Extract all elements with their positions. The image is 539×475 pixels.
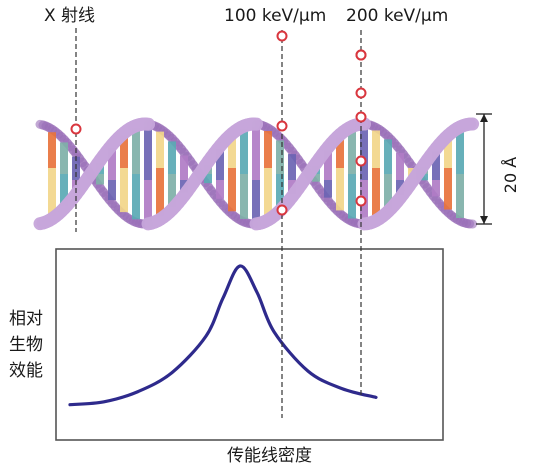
base-pair-left [384,139,392,174]
base-pair-right [96,174,104,185]
let-200-event-marker [355,111,367,123]
rbe-curve-line [68,264,378,407]
base-pair-right [264,168,272,217]
base-pair-right [156,168,164,217]
base-pair-left [120,135,128,168]
base-pair-left [168,141,176,174]
base-pair-right [348,174,356,219]
base-pair-left [288,154,296,180]
base-pair-left [132,128,140,174]
base-pair-right [132,174,140,220]
ionization-events [70,30,367,216]
base-pair-left [144,127,152,180]
base-pair-left [336,137,344,168]
base-pair-left [252,127,260,180]
base-pair-right [144,180,152,221]
scale-label: 20 Å [501,156,520,194]
base-pair-left [372,130,380,168]
base-pair-right [384,174,392,209]
base-pair-right [108,180,116,201]
dna-base-pairs [48,127,464,221]
let-100-event-marker [276,204,288,216]
base-pair-left [360,127,368,180]
base-pair-right [324,180,332,198]
base-pair-left [264,131,272,168]
let-200-event-marker [355,49,367,61]
base-pair-left [108,147,116,180]
base-pair-right [48,168,56,216]
base-pair-right [60,174,68,206]
base-pair-right [228,168,236,212]
base-pair-left [228,136,236,168]
let-100-event-marker [276,30,288,42]
let-100-label: 100 keV/μm [224,6,327,26]
let-200-event-marker [355,155,367,167]
base-pair-left [396,152,404,180]
base-pair-right [168,174,176,207]
base-pair-left [180,155,188,180]
base-pair-right [336,168,344,211]
base-pair-right [216,180,224,199]
base-pair-right [276,174,284,208]
base-pair-left [456,129,464,174]
scale-bar [476,113,492,225]
base-pair-right [120,168,128,213]
let-100-event-marker [276,120,288,132]
base-pair-left [444,138,452,168]
chart-frame [55,248,444,441]
xray-label: X 射线 [44,6,96,26]
base-pair-right [432,180,440,197]
x-axis-label: 传能线密度 [227,446,312,466]
base-pair-left [276,140,284,174]
let-200-event-marker [355,87,367,99]
base-pair-right [204,174,212,184]
base-pair-right [252,180,260,221]
let-200-label: 200 keV/μm [346,6,449,26]
base-pair-left [240,129,248,174]
base-pair-right [420,174,428,181]
base-pair-right [444,168,452,210]
base-pair-right [312,174,320,182]
let-200-event-marker [355,195,367,207]
base-pair-right [240,174,248,219]
base-pair-left [48,132,56,168]
xray-event-marker [70,123,82,135]
y-axis-label: 相对生物效能 [9,309,43,381]
base-pair-right [372,168,380,218]
base-pair-left [432,151,440,180]
base-pair-right [456,174,464,219]
base-pair-left [156,131,164,168]
base-pair-left [324,150,332,180]
base-pair-left [348,129,356,174]
base-pair-left [60,142,68,174]
base-pair-left [216,149,224,180]
